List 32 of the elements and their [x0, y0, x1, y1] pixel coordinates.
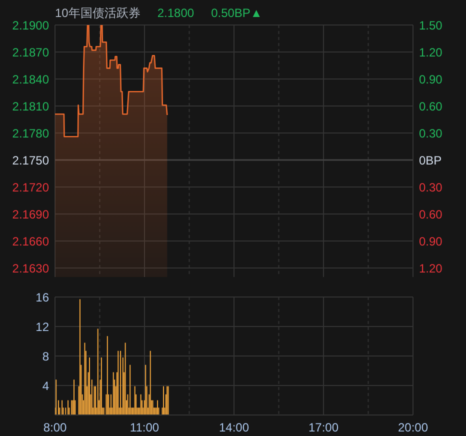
text: 0.50BP▲ — [211, 5, 262, 21]
y-tick-label: 2.1840 — [12, 72, 50, 86]
y2-tick-label: 0.90 — [419, 234, 443, 248]
y-tick-label: 4 — [42, 378, 50, 393]
x-tick-label: 14:00 — [218, 420, 250, 435]
y2-tick-label: 1.20 — [419, 45, 443, 60]
y-tick-label: 2.1750 — [12, 153, 50, 168]
y2-tick-label: 0BP — [419, 153, 442, 168]
y2-tick-label: 0.30 — [419, 126, 443, 140]
y-tick-label: 2.1660 — [12, 234, 50, 248]
y-tick-label: 2.1630 — [12, 261, 50, 276]
chart-title: 10年国债活跃券 — [55, 5, 140, 21]
y-tick-label: 2.1780 — [12, 126, 50, 140]
y2-tick-label: 0.60 — [419, 99, 443, 114]
x-tick-label: 11:00 — [130, 420, 160, 435]
x-tick-label: 20:00 — [398, 420, 428, 435]
y-tick-label: 12 — [36, 320, 50, 334]
y-tick-label: 2.1870 — [12, 45, 50, 60]
x-tick-label: 17:00 — [308, 420, 339, 435]
text: 2.1800 — [157, 5, 194, 21]
x-tick-label: 8:00 — [43, 420, 67, 435]
y-tick-label: 16 — [36, 290, 50, 304]
y-tick-label: 2.1810 — [12, 99, 50, 114]
y-tick-label: 2.1720 — [12, 180, 50, 194]
y-tick-label: 2.1900 — [12, 18, 50, 32]
y2-tick-label: 1.20 — [419, 261, 443, 276]
y2-tick-label: 0.60 — [419, 207, 443, 222]
y-tick-label: 8 — [42, 349, 50, 364]
y2-tick-label: 0.90 — [419, 72, 443, 86]
y2-tick-label: 1.50 — [419, 18, 443, 32]
y2-tick-label: 0.30 — [419, 180, 443, 194]
y-tick-label: 2.1690 — [12, 207, 50, 222]
